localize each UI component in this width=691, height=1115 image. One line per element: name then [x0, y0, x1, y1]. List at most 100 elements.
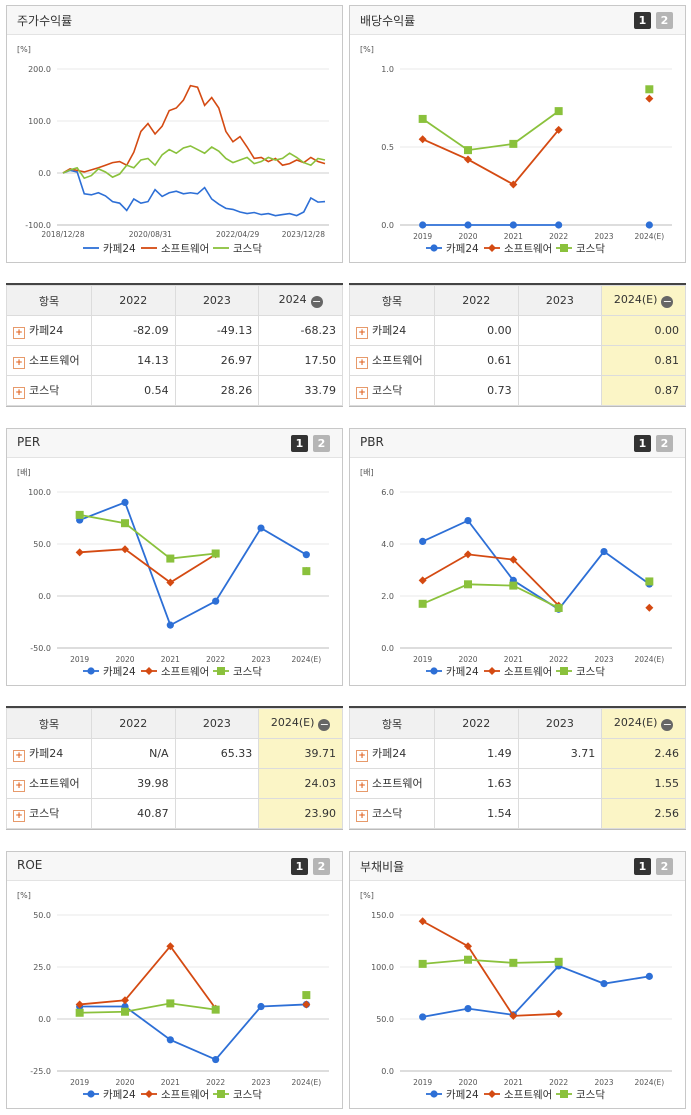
data-point-kosdaq: [418, 114, 427, 123]
stock-return-table: 항목 2022 2023 2024− + 카페24 -82.09 -49.13 -68.23 + 소…: [6, 285, 343, 406]
chart-button-2[interactable]: 2: [313, 435, 330, 452]
row-name-cell[interactable]: + 카페24: [349, 738, 435, 769]
column-header-label: 2024: [278, 293, 307, 306]
legend-label-software: 소프트웨어: [504, 243, 552, 255]
series-line-cafe24: [79, 501, 307, 627]
row-name-cell[interactable]: + 카페24: [6, 738, 92, 769]
roe-chart: [%] 50.0 25.0 0.0 -25.0 2019 2020 2021 2022 2023 2…: [17, 891, 329, 1101]
column-header-label: 2023: [202, 294, 231, 307]
panel-title: 배당수익률: [360, 14, 416, 28]
chart-button-1[interactable]: 1: [634, 858, 651, 875]
row-name-cell[interactable]: + 코스닥: [6, 798, 92, 829]
data-point-software: [509, 1011, 518, 1020]
value-cell: 1.54: [433, 798, 519, 829]
panel-title: PBR: [360, 435, 384, 449]
expand-icon[interactable]: +: [356, 780, 368, 792]
row-name-cell[interactable]: + 코스닥: [349, 375, 435, 406]
data-point-cafe24: [257, 524, 265, 532]
data-point-kosdaq: [645, 577, 654, 586]
row-name-cell[interactable]: + 코스닥: [349, 798, 435, 829]
expand-icon[interactable]: +: [356, 357, 368, 369]
x-tick-label: 2024(E): [291, 655, 321, 664]
value-cell: 2.56: [601, 798, 686, 829]
table-header-row: 항목 2022 2023 2024(E) −: [6, 708, 343, 739]
expand-icon[interactable]: +: [13, 327, 25, 339]
y-tick-label: 4.0: [381, 540, 394, 549]
value-cell: [517, 345, 603, 376]
data-point-kosdaq: [509, 958, 518, 967]
dividend-table-wrap: 항목 2022 2023 2024(E) − + 카페24 0.00 0.00 + 소프트웨어 0.6…: [349, 283, 686, 407]
table-row: + 카페24 -82.09 -49.13 -68.23: [6, 315, 343, 346]
table-header-row: 항목 2022 2023 2024(E) −: [349, 708, 686, 739]
legend-marker: [145, 667, 153, 675]
collapse-icon[interactable]: −: [661, 718, 674, 731]
data-point-cafe24: [464, 221, 472, 229]
column-header-label: 항목: [38, 717, 60, 731]
table-row: + 소프트웨어 0.61 0.81: [349, 345, 686, 376]
collapse-icon[interactable]: −: [661, 295, 674, 308]
series-line-kosdaq: [422, 958, 559, 965]
chart-button-2[interactable]: 2: [313, 858, 330, 875]
data-point-kosdaq: [302, 991, 311, 1000]
expand-icon[interactable]: +: [356, 750, 368, 762]
expand-icon[interactable]: +: [13, 810, 25, 822]
y-tick-label: 50.0: [33, 540, 51, 549]
panel-header: 배당수익률 1 2: [350, 6, 685, 35]
expand-icon[interactable]: +: [13, 387, 25, 399]
chart-button-2[interactable]: 2: [656, 858, 673, 875]
row-name-cell[interactable]: + 소프트웨어: [349, 768, 435, 799]
legend-marker: [87, 1090, 95, 1098]
row-name-cell[interactable]: + 소프트웨어: [349, 345, 435, 376]
row-name-cell[interactable]: + 카페24: [6, 315, 92, 346]
x-tick-label: 2024(E): [634, 232, 664, 241]
per-chart: [배] 100.0 50.0 0.0 -50.0 2019 2020 2021 2022 2023…: [17, 468, 329, 678]
x-tick-label: 2023: [251, 1078, 270, 1087]
expand-icon[interactable]: +: [356, 327, 368, 339]
x-tick-label: 2019: [70, 655, 89, 664]
x-tick-label: 2022: [206, 1078, 225, 1087]
value-cell: -82.09: [90, 315, 176, 346]
panel-title: PER: [17, 435, 41, 449]
expand-icon[interactable]: +: [356, 810, 368, 822]
data-point-cafe24: [645, 221, 653, 229]
chart-button-1[interactable]: 1: [634, 12, 651, 29]
data-point-cafe24: [645, 972, 653, 980]
expand-icon[interactable]: +: [356, 387, 368, 399]
table-row: + 코스닥 0.54 28.26 33.79: [6, 375, 343, 406]
expand-icon[interactable]: +: [13, 750, 25, 762]
collapse-icon[interactable]: −: [310, 295, 323, 308]
legend-label-kosdaq: 코스닥: [576, 666, 605, 678]
data-point-software: [75, 1000, 84, 1009]
chart-button-1[interactable]: 1: [291, 435, 308, 452]
y-tick-label: 50.0: [376, 1015, 394, 1024]
expand-icon[interactable]: +: [13, 357, 25, 369]
value-cell: 0.00: [601, 315, 686, 346]
row-name-cell[interactable]: + 카페24: [349, 315, 435, 346]
value-cell: 3.71: [517, 738, 603, 769]
data-point-software: [464, 550, 472, 559]
series-line-kosdaq: [422, 110, 560, 152]
data-point-kosdaq: [75, 510, 84, 519]
chart-button-1[interactable]: 1: [634, 435, 651, 452]
chart-button-2[interactable]: 2: [656, 435, 673, 452]
value-cell: 1.63: [433, 768, 519, 799]
data-point-cafe24: [121, 498, 129, 506]
legend-marker: [217, 667, 225, 675]
data-point-kosdaq: [509, 139, 518, 148]
row-name-cell[interactable]: + 소프트웨어: [6, 768, 92, 799]
column-header: 2023: [174, 285, 260, 316]
chart-button-1[interactable]: 1: [291, 858, 308, 875]
table-row: + 카페24 0.00 0.00: [349, 315, 686, 346]
collapse-icon[interactable]: −: [318, 718, 331, 731]
panel-title: ROE: [17, 858, 43, 872]
dividend-table: 항목 2022 2023 2024(E) − + 카페24 0.00 0.00 + 소프트웨어 0.6…: [349, 285, 686, 406]
row-name-cell[interactable]: + 소프트웨어: [6, 345, 92, 376]
column-header-label: 2023: [202, 717, 231, 730]
panel-header: ROE 1 2: [7, 852, 342, 881]
legend-label-kosdaq: 코스닥: [233, 243, 262, 255]
dividend-panel: 배당수익률 1 2 [%] 1.0 0.5 0.0 2019 2020 2021 2022 20…: [349, 5, 686, 263]
data-point-cafe24: [166, 621, 174, 629]
chart-button-2[interactable]: 2: [656, 12, 673, 29]
expand-icon[interactable]: +: [13, 780, 25, 792]
row-name-cell[interactable]: + 코스닥: [6, 375, 92, 406]
